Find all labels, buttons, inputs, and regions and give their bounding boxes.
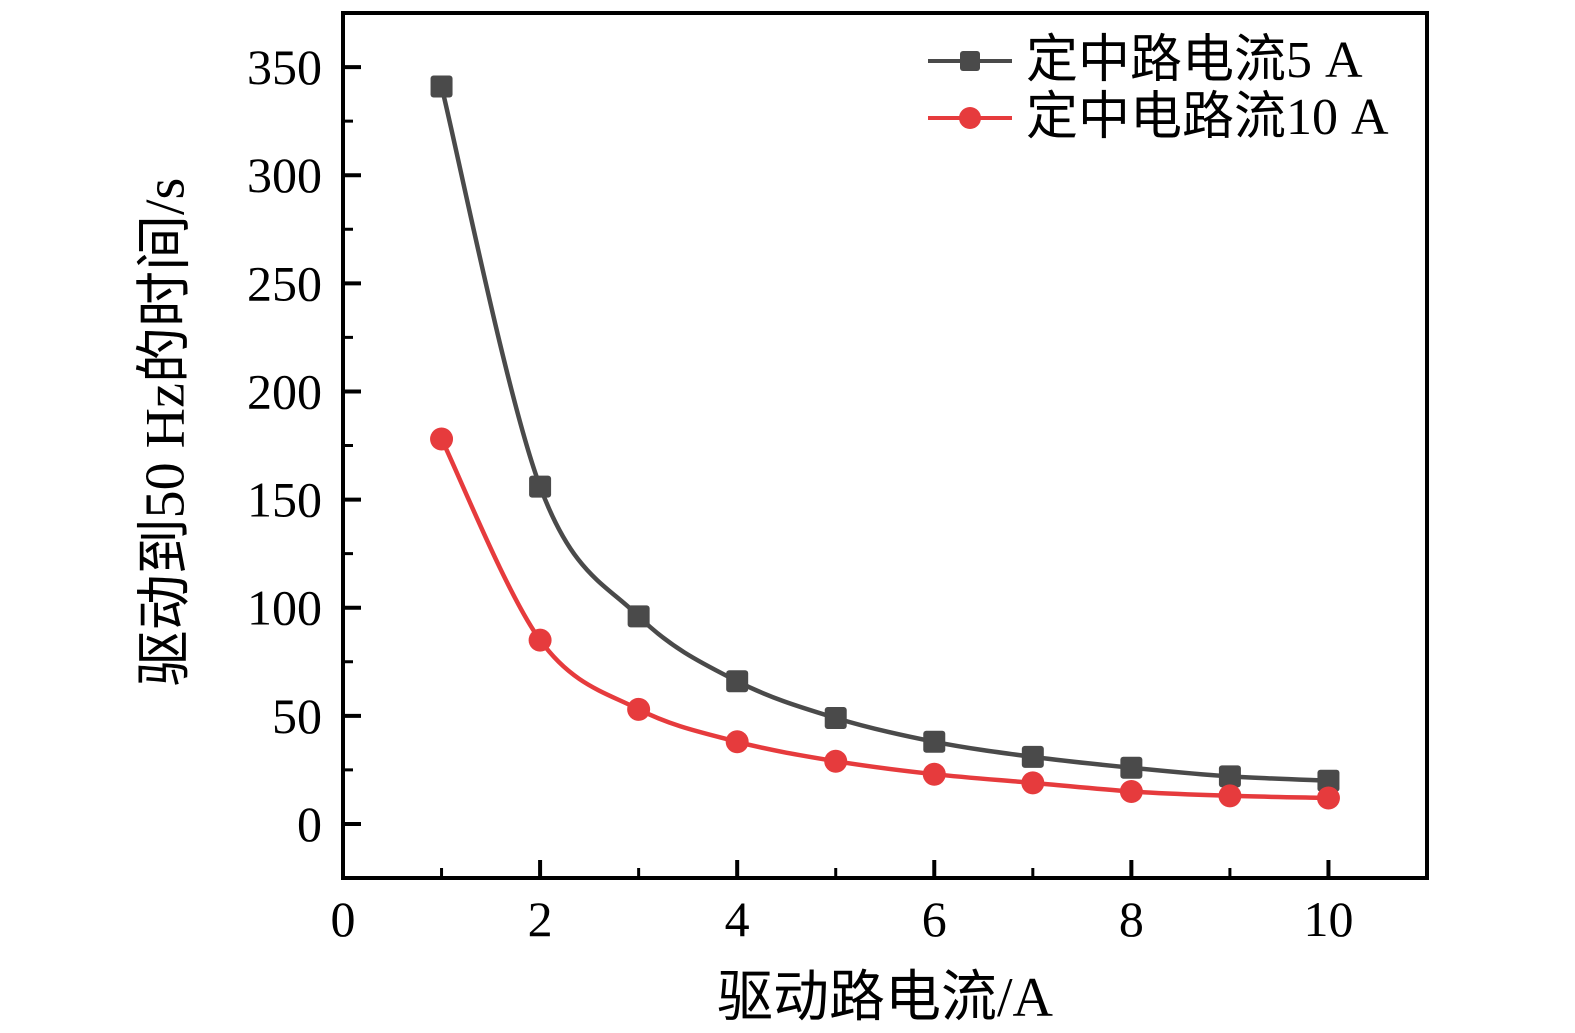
y-axis-label: 驱动到50 Hz的时间/s [134, 177, 197, 687]
x-axis-label: 驱动路电流/A [717, 967, 1053, 1029]
chart-legend: 定中路电流5 A 定中电路流10 A [928, 32, 1389, 146]
y-tick-label: 350 [247, 39, 322, 95]
data-point-circle [824, 749, 848, 773]
data-point-square [1021, 745, 1044, 768]
data-point-circle [1021, 771, 1045, 795]
data-point-square [529, 475, 552, 498]
data-point-square [1120, 756, 1143, 779]
data-point-square [627, 605, 650, 628]
data-point-square [1218, 765, 1241, 788]
y-tick-label: 150 [247, 472, 322, 528]
y-tick-label: 250 [247, 255, 322, 311]
legend-marker-square-icon [928, 50, 1012, 71]
data-point-circle [430, 427, 454, 451]
x-tick-label: 10 [1303, 891, 1353, 947]
legend-item-series-10a: 定中电路流10 A [928, 89, 1389, 146]
data-point-square [923, 730, 946, 753]
y-tick-label: 300 [247, 147, 322, 203]
data-point-circle [922, 762, 946, 786]
data-point-circle [1119, 780, 1143, 803]
y-tick-label: 100 [247, 580, 322, 636]
data-point-circle [627, 697, 651, 721]
y-tick-label: 50 [272, 688, 322, 744]
x-tick-label: 6 [922, 891, 947, 947]
data-point-circle [1316, 786, 1340, 810]
x-tick-label: 4 [725, 891, 750, 947]
legend-item-series-5a: 定中路电流5 A [928, 32, 1389, 89]
x-tick-label: 2 [528, 891, 553, 947]
legend-marker-circle-icon [928, 106, 1012, 129]
data-point-square [1317, 769, 1340, 792]
y-tick-label: 0 [297, 796, 322, 852]
data-point-square [430, 75, 453, 98]
x-tick-label: 0 [331, 891, 356, 947]
legend-label-series-5a: 定中路电流5 A [1026, 31, 1363, 89]
y-tick-label: 200 [247, 363, 322, 419]
data-point-circle [528, 628, 552, 652]
data-point-square [824, 706, 847, 729]
data-point-square [726, 670, 749, 693]
legend-label-series-10a: 定中电路流10 A [1026, 88, 1389, 146]
series-line-1 [439, 438, 1329, 801]
data-point-circle [1218, 784, 1242, 808]
data-point-circle [725, 730, 749, 754]
x-tick-label: 8 [1119, 891, 1144, 947]
